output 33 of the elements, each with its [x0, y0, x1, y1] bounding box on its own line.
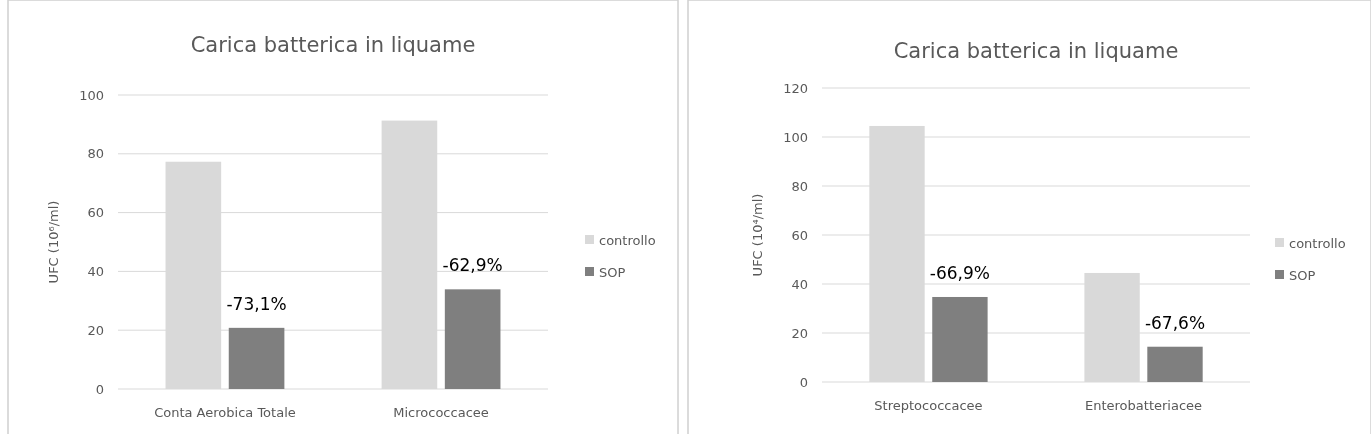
y-tick-label: 80 [87, 146, 104, 162]
legend-label: controllo [1289, 235, 1346, 251]
y-tick-label: 0 [799, 374, 808, 390]
y-axis-title: UFC (10⁴/ml) [750, 193, 765, 277]
y-tick-label: 120 [783, 80, 808, 96]
annotation: -67,6% [1144, 312, 1206, 333]
annotation: -62,9% [442, 255, 503, 276]
annotation: -73,1% [226, 293, 287, 314]
y-tick-label: 20 [791, 325, 808, 341]
y-tick-label: 20 [87, 322, 104, 338]
chart-title: Carica batterica in liquame [190, 33, 476, 57]
bar [444, 289, 501, 389]
chart-title: Carica batterica in liquame [893, 39, 1179, 63]
x-tick-label: Streptococcacee [874, 398, 983, 413]
y-tick-label: 60 [87, 205, 104, 221]
legend-label: SOP [599, 264, 626, 280]
y-tick-label: 40 [791, 276, 808, 292]
y-tick-label: 60 [791, 227, 808, 243]
y-tick-label: 100 [79, 87, 104, 103]
bar [932, 296, 988, 382]
y-axis-title: UFC (10⁶/ml) [46, 200, 61, 284]
x-tick-label: Micrococcacee [393, 405, 489, 420]
x-tick-label: Conta Aerobica Totale [154, 405, 296, 420]
bar [1147, 346, 1203, 382]
legend-label: SOP [1289, 267, 1316, 283]
legend-label: controllo [599, 232, 656, 248]
y-tick-label: 0 [95, 381, 104, 397]
y-tick-label: 100 [783, 129, 808, 145]
bar [228, 327, 285, 389]
x-tick-label: Enterobatteriacee [1085, 398, 1203, 413]
y-tick-label: 40 [87, 263, 104, 279]
annotation: -66,9% [929, 262, 990, 283]
y-tick-label: 80 [791, 178, 808, 194]
